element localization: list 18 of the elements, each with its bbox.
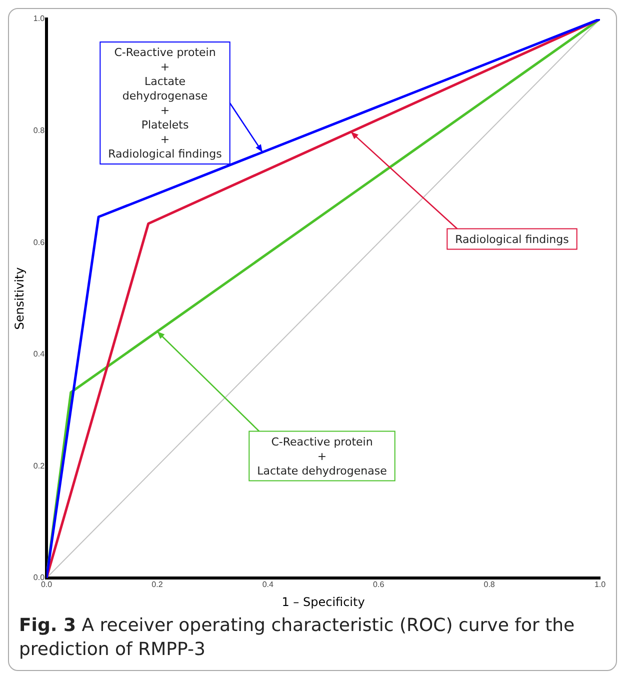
y-tick-label: 0.8 [33,126,46,136]
annotation: Radiological findings [455,232,570,246]
caption: Fig. 3 A receiver operating characteristic (ROC) curve for the prediction of RMPP-3 [18,614,576,662]
x-tick-label: 0.6 [373,580,385,590]
x-tick-label: 0.8 [484,580,496,590]
y-tick-label: 0.0 [33,573,46,582]
x-axis-title: 1 – Specificity [282,594,365,609]
x-tick-label: 0.2 [152,580,164,590]
annotation: C-Reactive protein + Lactate dehydrogenase [257,435,388,478]
annotation: C-Reactive protein + Lactate dehydrogenase + Platelets + Radiological findings [108,46,222,161]
x-tick-label: 1.0 [594,580,606,590]
x-tick-label: 0.4 [262,580,274,590]
y-tick-label: 0.2 [33,461,46,470]
y-axis-title: Sensitivity [12,267,26,330]
y-tick-label: 0.6 [33,238,46,247]
x-tick-label: 0.0 [40,580,53,590]
y-tick-label: 1.0 [33,14,46,24]
y-tick-label: 0.4 [33,350,46,359]
